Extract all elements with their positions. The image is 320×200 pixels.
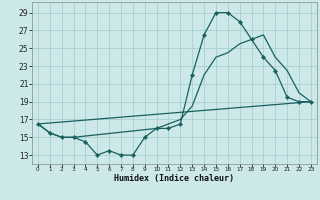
X-axis label: Humidex (Indice chaleur): Humidex (Indice chaleur) (115, 174, 234, 183)
